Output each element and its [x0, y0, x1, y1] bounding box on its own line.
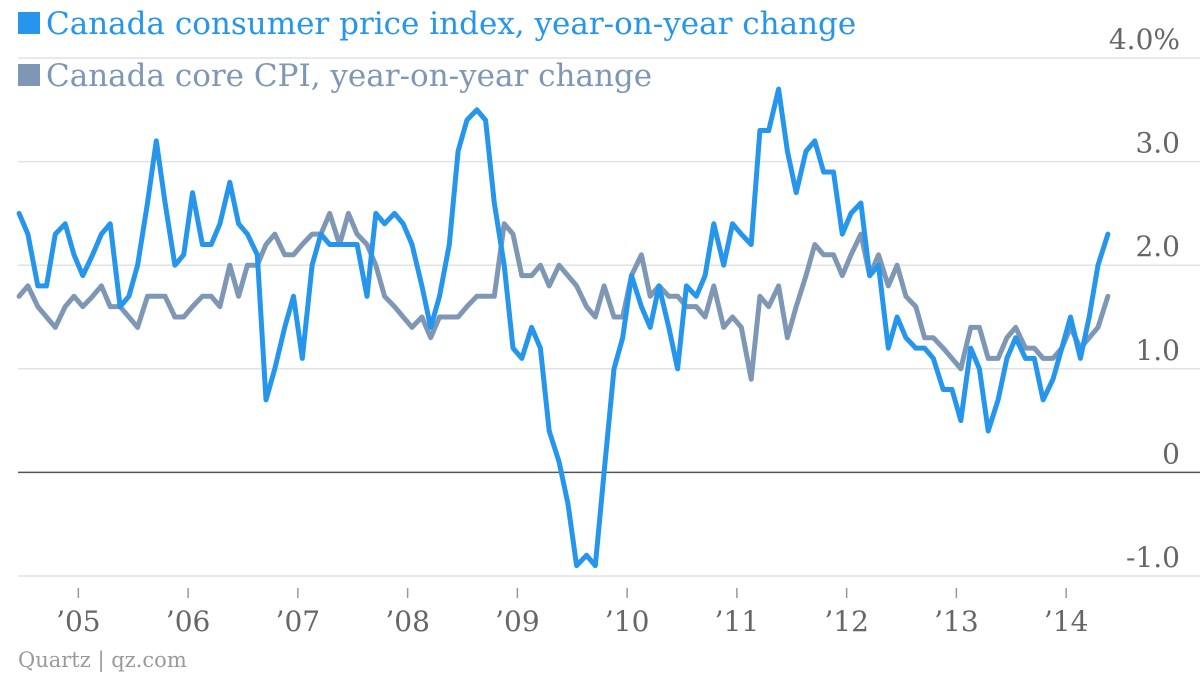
legend-item-cpi: Canada consumer price index, year-on-yea… [18, 6, 856, 42]
x-tick-label: ’06 [166, 605, 211, 638]
x-tick-label: ’10 [605, 605, 650, 638]
legend-item-core-cpi: Canada core CPI, year-on-year change [18, 58, 652, 94]
y-axis-ticks: 4.0% 3.0 2.0 1.0 0 -1.0 [1109, 23, 1180, 574]
y-tick-label: 2.0 [1135, 230, 1180, 263]
legend-swatch-cpi [18, 12, 40, 34]
y-tick-label: 1.0 [1135, 334, 1180, 367]
x-axis-ticks: ’05 ’06 ’07 ’08 ’09 ’10 ’11 ’12 ’13 ’14 [56, 588, 1088, 638]
x-tick-label: ’08 [385, 605, 430, 638]
x-tick-label: ’11 [715, 605, 760, 638]
source-credit: Quartz | qz.com [18, 648, 187, 673]
x-tick-label: ’09 [495, 605, 540, 638]
x-tick-label: ’05 [56, 605, 101, 638]
x-tick-label: ’12 [824, 605, 869, 638]
gridlines [18, 57, 1200, 577]
x-tick-label: ’14 [1044, 605, 1089, 638]
legend-label-cpi: Canada consumer price index, year-on-yea… [46, 6, 856, 42]
legend: Canada consumer price index, year-on-yea… [18, 6, 856, 94]
legend-label-core-cpi: Canada core CPI, year-on-year change [46, 58, 652, 94]
y-tick-label: 3.0 [1135, 127, 1180, 160]
y-tick-label: 0 [1162, 437, 1180, 470]
series-line-core-cpi [16, 210, 1111, 382]
legend-swatch-core-cpi [18, 64, 40, 86]
x-tick-label: ’13 [934, 605, 979, 638]
series-lines [16, 86, 1111, 569]
series-line-cpi [16, 86, 1111, 569]
x-tick-label: ’07 [276, 605, 321, 638]
y-tick-label: 4.0% [1109, 23, 1180, 56]
y-tick-label: -1.0 [1126, 541, 1180, 574]
